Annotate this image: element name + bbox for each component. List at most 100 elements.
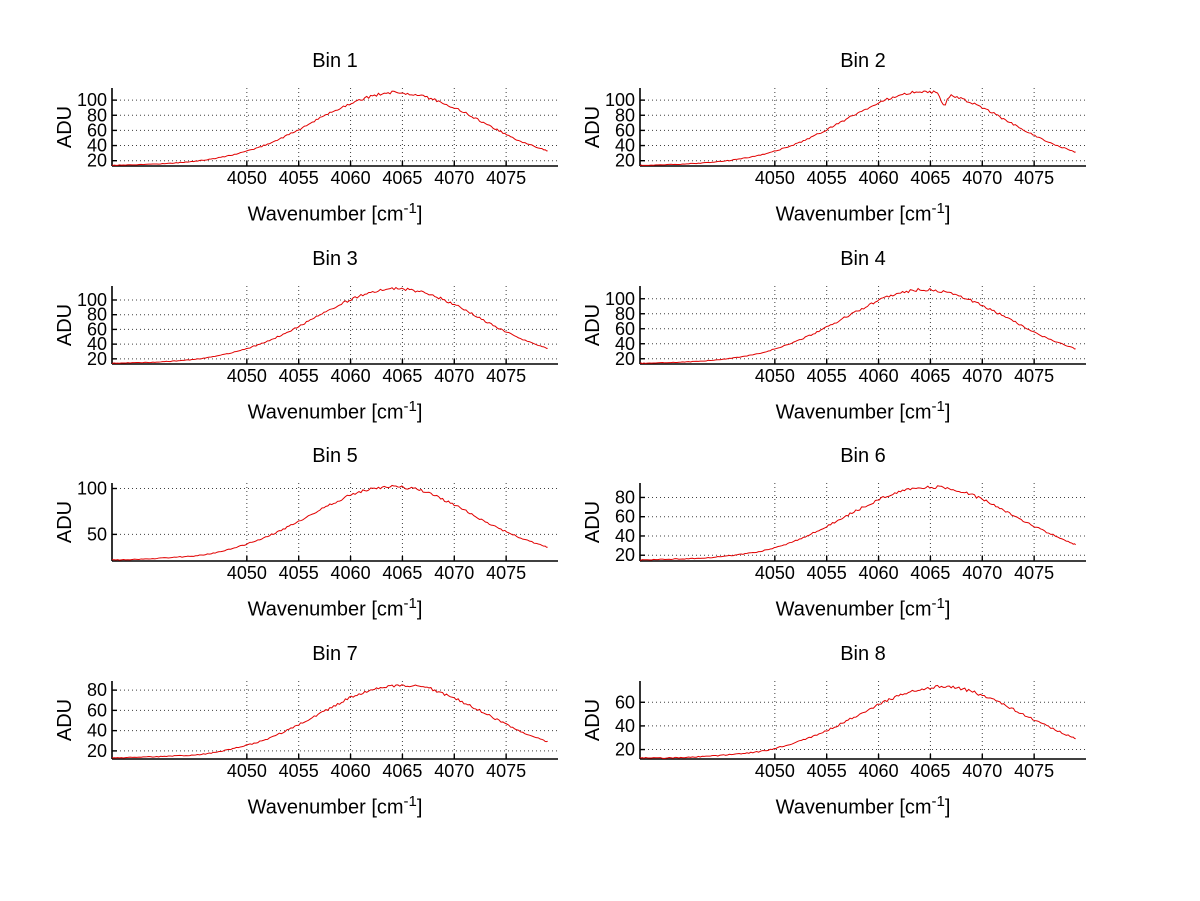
x-tick-label: 4050 bbox=[755, 761, 795, 779]
x-axis-label-sup: -1 bbox=[403, 793, 417, 810]
x-tick-label: 4055 bbox=[279, 168, 319, 186]
plot-title: Bin 5 bbox=[312, 445, 358, 467]
y-tick-label: 80 bbox=[87, 105, 107, 125]
y-tick-label: 20 bbox=[87, 151, 107, 171]
y-tick-label: 40 bbox=[615, 136, 635, 156]
x-tick-label: 4050 bbox=[227, 366, 267, 384]
spectrum-line bbox=[640, 287, 1076, 364]
x-axis-label: Wavenumber [cm-1] bbox=[112, 793, 558, 820]
y-tick-label: 60 bbox=[87, 319, 107, 339]
y-tick-label: 60 bbox=[615, 319, 635, 339]
y-axis-label: ADU bbox=[55, 304, 76, 346]
x-tick-label: 4060 bbox=[859, 761, 899, 779]
x-tick-label: 4065 bbox=[382, 366, 422, 384]
subplot-bin-7: Bin 7 4050 4055 4060 4065 4070 4075 20 40 60 80 AD… bbox=[55, 641, 585, 833]
x-axis-label-sup: -1 bbox=[931, 200, 945, 217]
x-axis-label-sup: -1 bbox=[403, 398, 417, 415]
x-axis-label-close: ] bbox=[944, 203, 951, 226]
x-axis-label: Wavenumber [cm-1] bbox=[640, 595, 1086, 622]
x-axis-label-close: ] bbox=[944, 598, 951, 621]
x-tick-label: 4060 bbox=[859, 168, 899, 186]
x-tick-label: 4075 bbox=[486, 168, 526, 186]
y-tick-label: 60 bbox=[615, 120, 635, 140]
y-tick-label: 80 bbox=[615, 105, 635, 125]
x-tick-label: 4070 bbox=[962, 761, 1002, 779]
x-tick-label: 4050 bbox=[227, 563, 267, 581]
x-tick-label: 4075 bbox=[486, 563, 526, 581]
x-axis-label-text: Wavenumber [cm bbox=[247, 796, 404, 819]
y-tick-label: 80 bbox=[87, 305, 107, 325]
x-tick-label: 4070 bbox=[962, 563, 1002, 581]
y-tick-label: 20 bbox=[615, 545, 635, 565]
x-tick-label: 4075 bbox=[486, 366, 526, 384]
y-tick-label: 40 bbox=[615, 334, 635, 354]
x-tick-label: 4060 bbox=[859, 366, 899, 384]
x-tick-label: 4065 bbox=[910, 761, 950, 779]
y-tick-label: 80 bbox=[615, 304, 635, 324]
x-tick-label: 4075 bbox=[1014, 563, 1054, 581]
x-axis-label-close: ] bbox=[944, 796, 951, 819]
x-tick-label: 4070 bbox=[434, 168, 474, 186]
x-tick-label: 4065 bbox=[910, 366, 950, 384]
x-tick-label: 4070 bbox=[962, 168, 1002, 186]
x-axis-label-sup: -1 bbox=[931, 595, 945, 612]
y-tick-label: 60 bbox=[615, 692, 635, 712]
x-tick-label: 4075 bbox=[1014, 366, 1054, 384]
y-axis-label: ADU bbox=[583, 106, 604, 148]
y-tick-label: 20 bbox=[87, 741, 107, 761]
spectrum-line bbox=[112, 286, 548, 364]
x-tick-label: 4065 bbox=[382, 563, 422, 581]
subplot-bin-5: Bin 5 4050 4055 4060 4065 4070 4075 50 100 ADU W… bbox=[55, 443, 585, 635]
y-axis-label: ADU bbox=[55, 106, 76, 148]
y-tick-label: 60 bbox=[87, 120, 107, 140]
x-tick-label: 4075 bbox=[1014, 168, 1054, 186]
plot-title: Bin 7 bbox=[312, 643, 358, 665]
y-tick-label: 20 bbox=[615, 740, 635, 760]
x-axis-label: Wavenumber [cm-1] bbox=[112, 595, 558, 622]
x-tick-label: 4070 bbox=[434, 761, 474, 779]
y-tick-label: 100 bbox=[605, 90, 635, 110]
x-tick-label: 4075 bbox=[1014, 761, 1054, 779]
x-tick-label: 4075 bbox=[486, 761, 526, 779]
subplot-bin-2: Bin 2 4050 4055 4060 4065 4070 4075 20 40 60 80 10… bbox=[583, 48, 1113, 240]
y-tick-label: 100 bbox=[605, 289, 635, 309]
y-tick-label: 40 bbox=[87, 334, 107, 354]
x-axis-label-close: ] bbox=[944, 401, 951, 424]
x-tick-label: 4055 bbox=[807, 563, 847, 581]
x-axis-label-text: Wavenumber [cm bbox=[775, 796, 932, 819]
x-tick-label: 4060 bbox=[859, 563, 899, 581]
plot-title: Bin 2 bbox=[840, 50, 886, 72]
spectrum-line bbox=[640, 684, 1076, 759]
plot-title: Bin 1 bbox=[312, 50, 358, 72]
x-tick-label: 4050 bbox=[227, 761, 267, 779]
subplot-bin-4: Bin 4 4050 4055 4060 4065 4070 4075 20 40 60 80 10… bbox=[583, 246, 1113, 438]
x-tick-label: 4065 bbox=[910, 563, 950, 581]
x-tick-label: 4065 bbox=[910, 168, 950, 186]
x-tick-label: 4055 bbox=[807, 366, 847, 384]
x-tick-label: 4070 bbox=[434, 563, 474, 581]
subplot-bin-6: Bin 6 4050 4055 4060 4065 4070 4075 20 40 60 80 AD… bbox=[583, 443, 1113, 635]
y-tick-label: 100 bbox=[77, 90, 107, 110]
y-tick-label: 100 bbox=[77, 290, 107, 310]
x-tick-label: 4050 bbox=[227, 168, 267, 186]
spectrum-line bbox=[640, 90, 1076, 166]
x-tick-label: 4050 bbox=[755, 168, 795, 186]
y-axis-label: ADU bbox=[55, 501, 76, 543]
y-tick-label: 40 bbox=[87, 136, 107, 156]
x-tick-label: 4060 bbox=[331, 168, 371, 186]
plot-title: Bin 6 bbox=[840, 445, 886, 467]
x-axis-label-close: ] bbox=[416, 203, 423, 226]
x-tick-label: 4060 bbox=[331, 761, 371, 779]
x-axis-label-sup: -1 bbox=[931, 793, 945, 810]
y-tick-label: 60 bbox=[615, 507, 635, 527]
spectrum-line bbox=[112, 484, 548, 561]
x-axis-label-sup: -1 bbox=[931, 398, 945, 415]
